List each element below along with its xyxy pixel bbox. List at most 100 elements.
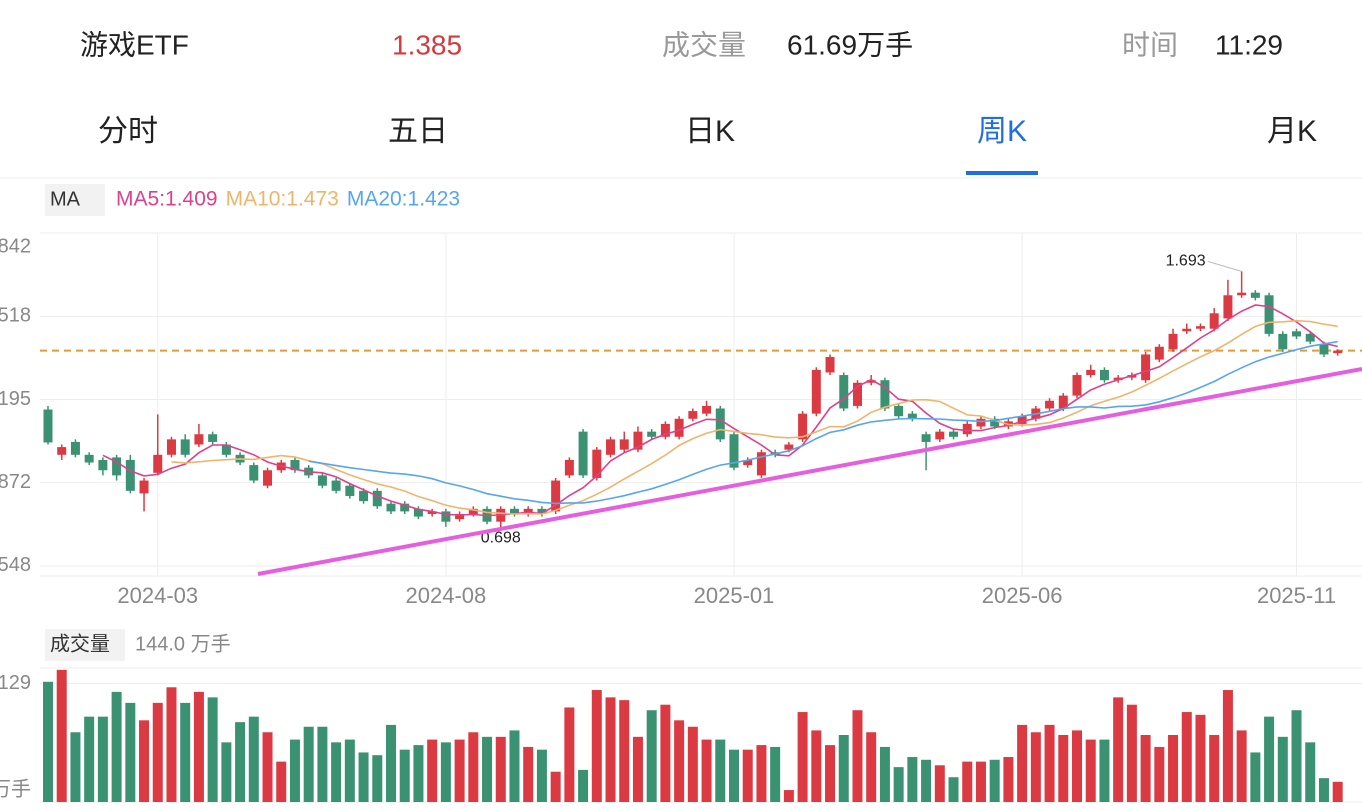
- candle-body: [688, 411, 698, 419]
- volume-bar: [1058, 735, 1069, 802]
- max-connector: [1207, 260, 1242, 272]
- candle-body: [139, 480, 149, 494]
- candle-body: [537, 508, 547, 514]
- candle-body: [825, 357, 835, 373]
- candle-body: [1278, 333, 1288, 350]
- candle-body: [427, 511, 437, 514]
- candle-body: [606, 439, 616, 455]
- volume-bar: [893, 767, 904, 802]
- candle-body: [1058, 395, 1068, 409]
- volume-bar: [1305, 742, 1316, 802]
- volume-bar: [962, 761, 973, 802]
- ma-line: [308, 340, 1338, 505]
- volume-bar: [811, 730, 822, 802]
- volume-bar: [276, 761, 287, 802]
- volume-bar: [495, 736, 506, 802]
- legend-entry: MA10:1.473: [226, 188, 339, 211]
- x-tick-label: 2025-06: [982, 583, 1063, 608]
- volume-bar: [1017, 724, 1028, 802]
- volume-bar: [84, 716, 95, 802]
- volume-bar: [317, 726, 328, 802]
- volume-bar: [344, 739, 355, 802]
- candle-body: [756, 452, 766, 476]
- candle-body: [249, 465, 259, 481]
- candle-body: [1086, 369, 1096, 376]
- candle-body: [1154, 346, 1164, 360]
- volume-bar: [674, 720, 685, 802]
- volume-bar: [632, 736, 643, 802]
- tab[interactable]: 月K: [1267, 115, 1317, 148]
- volume-bar: [1264, 716, 1275, 802]
- candle-body: [331, 480, 341, 491]
- volume-bar: [386, 724, 396, 802]
- candle-body: [949, 431, 959, 437]
- candle-body: [523, 508, 533, 514]
- candle-body: [1099, 369, 1109, 381]
- candle-body: [1305, 333, 1315, 342]
- candle-body: [702, 405, 712, 414]
- volume-bar: [1181, 712, 1192, 802]
- candle-body: [166, 439, 176, 455]
- candle-body: [660, 423, 670, 437]
- x-tick-label: 2024-03: [117, 583, 198, 608]
- volume-label: 成交量: [662, 29, 746, 60]
- volume-bar: [454, 739, 465, 802]
- volume-value: 61.69万手: [787, 29, 913, 60]
- tab[interactable]: 分时: [98, 115, 158, 148]
- candle-body: [894, 405, 904, 417]
- volume-bar: [56, 669, 67, 802]
- volume-bar: [399, 749, 410, 802]
- volume-bar: [879, 746, 890, 802]
- candle-body: [345, 485, 355, 496]
- candle-body: [866, 380, 876, 383]
- candle-body: [1182, 328, 1192, 332]
- volume-bar: [1195, 714, 1206, 802]
- volume-bar: [838, 735, 849, 802]
- tab[interactable]: 五日: [388, 115, 448, 148]
- candle-body: [839, 375, 849, 409]
- candle-body: [1333, 350, 1343, 354]
- volume-bar: [331, 742, 342, 802]
- price: 1.385: [392, 29, 462, 60]
- volume-bar: [152, 702, 163, 802]
- min-label: 0.698: [481, 530, 521, 547]
- volume-bar: [852, 710, 863, 802]
- candle-body: [976, 418, 986, 427]
- volume-bar: [687, 726, 698, 802]
- time-label: 时间: [1122, 29, 1178, 60]
- candle-body: [592, 449, 602, 478]
- ma-line: [102, 304, 1338, 517]
- candle-body: [798, 413, 808, 440]
- candle-body: [729, 434, 739, 468]
- tab[interactable]: 周K: [977, 115, 1027, 148]
- candle-body: [70, 441, 80, 455]
- volume-bar: [43, 681, 53, 802]
- volume-bar: [797, 712, 808, 802]
- volume-bar: [921, 759, 932, 802]
- time-value: 11:29: [1215, 29, 1283, 60]
- volume-bar: [358, 752, 369, 802]
- volume-bar: [303, 726, 314, 802]
- volume-bar: [1113, 697, 1124, 802]
- candle-body: [1292, 331, 1302, 337]
- candle-body: [400, 503, 410, 512]
- volume-bar: [1140, 735, 1151, 802]
- volume-bar: [934, 765, 945, 802]
- tab[interactable]: 日K: [685, 115, 735, 148]
- volume-bar: [125, 702, 136, 802]
- volume-bar: [578, 769, 589, 802]
- volume-bar: [139, 720, 150, 802]
- candle-body: [578, 431, 588, 476]
- candle-body: [674, 418, 684, 437]
- y-tick-label: 0.548: [0, 554, 31, 576]
- candle-body: [784, 444, 794, 450]
- candle-body: [921, 434, 931, 442]
- y-tick-label: 1.842: [0, 235, 31, 257]
- candle-body: [1223, 295, 1233, 319]
- candle-body: [743, 459, 753, 466]
- candle-body: [990, 418, 1000, 427]
- candle-body: [1045, 400, 1055, 409]
- volume-bar: [235, 722, 246, 802]
- volume-bar: [207, 697, 218, 802]
- x-tick-label: 2025-11: [1257, 583, 1336, 608]
